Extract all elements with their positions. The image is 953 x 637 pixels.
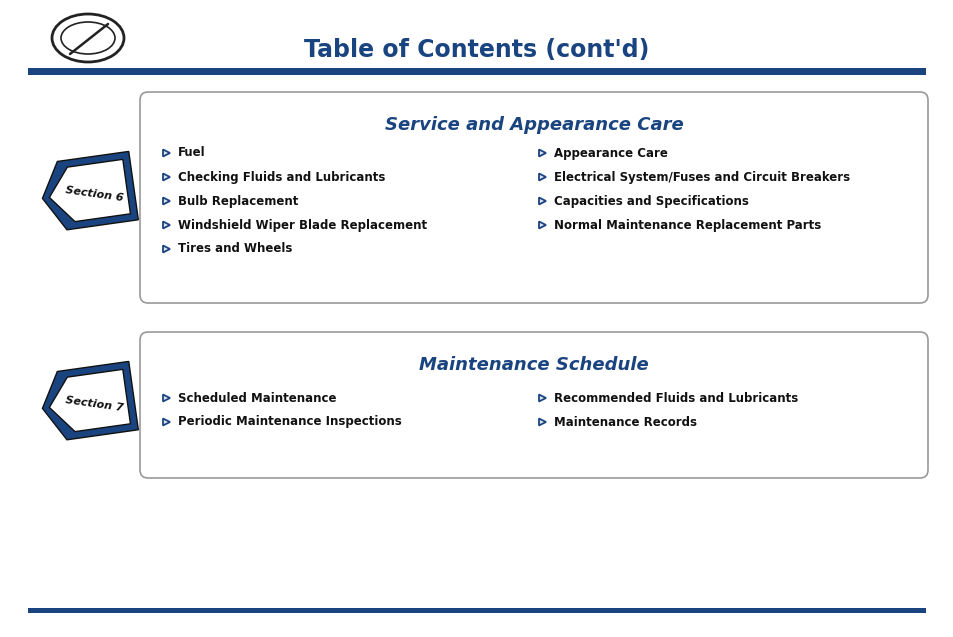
Polygon shape xyxy=(163,245,170,252)
Polygon shape xyxy=(538,150,545,157)
Text: Bulb Replacement: Bulb Replacement xyxy=(178,194,298,208)
Text: Table of Contents (cont'd): Table of Contents (cont'd) xyxy=(304,38,649,62)
Text: Recommended Fluids and Lubricants: Recommended Fluids and Lubricants xyxy=(554,392,798,404)
Polygon shape xyxy=(163,197,170,204)
Bar xyxy=(28,68,925,75)
FancyBboxPatch shape xyxy=(140,332,927,478)
Polygon shape xyxy=(538,394,545,401)
Text: Section 6: Section 6 xyxy=(64,185,124,203)
Text: Scheduled Maintenance: Scheduled Maintenance xyxy=(178,392,336,404)
Text: Maintenance Schedule: Maintenance Schedule xyxy=(418,356,648,374)
Polygon shape xyxy=(50,369,131,432)
Polygon shape xyxy=(538,173,545,180)
Polygon shape xyxy=(42,152,138,230)
Polygon shape xyxy=(538,222,545,229)
Polygon shape xyxy=(538,419,545,426)
Bar xyxy=(28,608,925,613)
Polygon shape xyxy=(163,150,170,157)
Text: Section 7: Section 7 xyxy=(64,395,124,413)
Text: Electrical System/Fuses and Circuit Breakers: Electrical System/Fuses and Circuit Brea… xyxy=(554,171,849,183)
Text: Periodic Maintenance Inspections: Periodic Maintenance Inspections xyxy=(178,415,401,429)
FancyBboxPatch shape xyxy=(140,92,927,303)
Text: Maintenance Records: Maintenance Records xyxy=(554,415,697,429)
Polygon shape xyxy=(163,173,170,180)
Polygon shape xyxy=(163,222,170,229)
Text: Normal Maintenance Replacement Parts: Normal Maintenance Replacement Parts xyxy=(554,218,821,231)
Text: Windshield Wiper Blade Replacement: Windshield Wiper Blade Replacement xyxy=(178,218,427,231)
Polygon shape xyxy=(42,361,138,440)
Text: Appearance Care: Appearance Care xyxy=(554,147,667,159)
Polygon shape xyxy=(50,159,131,222)
Text: Capacities and Specifications: Capacities and Specifications xyxy=(554,194,748,208)
Polygon shape xyxy=(163,419,170,426)
Polygon shape xyxy=(538,197,545,204)
Polygon shape xyxy=(163,394,170,401)
Text: Fuel: Fuel xyxy=(178,147,206,159)
Text: Tires and Wheels: Tires and Wheels xyxy=(178,243,292,255)
Text: Checking Fluids and Lubricants: Checking Fluids and Lubricants xyxy=(178,171,385,183)
Text: Service and Appearance Care: Service and Appearance Care xyxy=(384,116,682,134)
